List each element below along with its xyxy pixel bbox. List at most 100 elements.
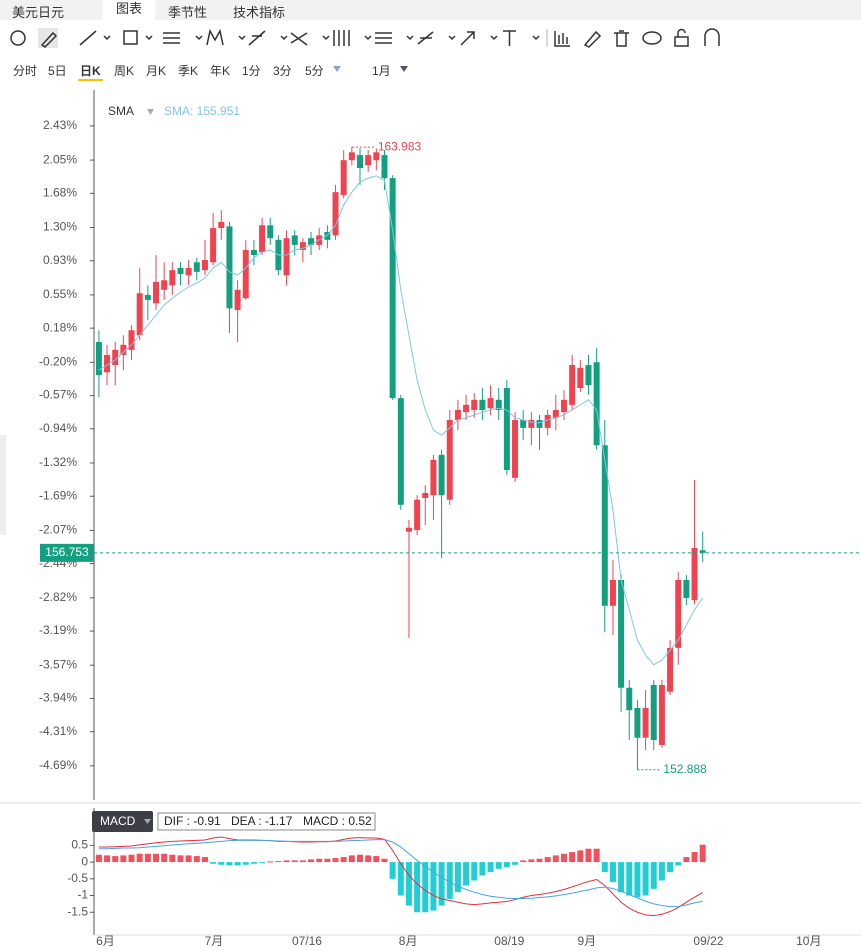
period[interactable]: 月K: [146, 64, 167, 78]
candle-body: [503, 388, 510, 470]
candle-body: [601, 445, 608, 606]
candle-body: [144, 294, 151, 300]
tab[interactable]: 图表: [103, 0, 156, 20]
macd-line: [98, 839, 703, 908]
candle-body: [471, 399, 478, 410]
tool-icon[interactable]: [614, 30, 629, 47]
period[interactable]: 周K: [114, 64, 135, 78]
tool-dropdowns[interactable]: [103, 35, 540, 41]
tool-icon[interactable]: [163, 32, 180, 44]
period[interactable]: 分时: [13, 64, 38, 78]
macd-title[interactable]: MACD: [100, 814, 136, 828]
candle-body: [438, 454, 445, 496]
y-tick-label: 2.43%: [43, 118, 77, 132]
y-tick-label: -2.07%: [39, 523, 77, 537]
tool-icon[interactable]: [123, 30, 138, 45]
dropdown-icon[interactable]: [147, 109, 154, 115]
tool-icon[interactable]: [40, 31, 58, 48]
candle-body: [95, 342, 102, 376]
candle-body: [667, 647, 674, 692]
tool-icon[interactable]: [642, 31, 662, 45]
tool-icon[interactable]: [704, 28, 720, 46]
macd-bar: [438, 862, 445, 906]
macd-bar: [544, 857, 551, 863]
symbol-name: 美元日元: [12, 5, 65, 20]
macd-bar: [365, 855, 372, 863]
macd-bar: [601, 862, 608, 873]
macd-bar: [487, 862, 494, 873]
candle-body: [381, 155, 388, 179]
y-tick-label: 0.55%: [43, 287, 77, 301]
dropdown-icon[interactable]: [144, 819, 151, 824]
period[interactable]: 5分: [305, 64, 324, 78]
tool-icon[interactable]: [79, 30, 97, 46]
tool-icon[interactable]: [554, 31, 570, 47]
macd-bar: [609, 862, 616, 883]
dropdown-icon[interactable]: [399, 64, 409, 74]
macd-bar: [658, 862, 665, 881]
tool-icon[interactable]: [290, 32, 308, 46]
tool-icon[interactable]: [375, 32, 392, 44]
period[interactable]: 5日: [48, 64, 67, 78]
macd-bar: [153, 853, 160, 863]
y-tick-label: 1.68%: [43, 186, 77, 200]
x-tick-label: 09/22: [693, 934, 723, 948]
macd-bar: [569, 852, 576, 863]
dropdown-icon[interactable]: [332, 64, 342, 74]
macd-bar: [618, 862, 625, 893]
candle-body: [552, 409, 559, 418]
period[interactable]: 1分: [242, 64, 261, 78]
candle-body: [128, 330, 135, 350]
candle-body: [210, 228, 217, 263]
tool-icon[interactable]: [333, 30, 350, 46]
macd-bar: [471, 862, 478, 881]
macd-bar: [446, 862, 453, 899]
side-handle[interactable]: [0, 435, 6, 535]
candle-body: [234, 289, 241, 311]
indicator-name[interactable]: SMA: [108, 104, 134, 118]
tool-icon[interactable]: [674, 36, 689, 47]
tool-icon[interactable]: [460, 31, 475, 46]
macd-tick-label: 0.5: [71, 838, 88, 852]
period[interactable]: 季K: [178, 64, 199, 78]
macd-bar: [577, 850, 584, 863]
candle-body: [569, 365, 576, 405]
tool-icon[interactable]: [10, 30, 26, 46]
macd-bar: [357, 854, 364, 863]
tool-icon[interactable]: [503, 30, 516, 46]
macd-bar: [699, 844, 706, 863]
tool-icon[interactable]: [206, 28, 224, 46]
candle-body: [283, 238, 290, 276]
candle-body: [226, 226, 233, 309]
tool-icon[interactable]: [583, 30, 602, 48]
y-tick-label: 0.18%: [43, 320, 77, 334]
candle-body: [430, 459, 437, 496]
tool-icon[interactable]: [248, 30, 266, 46]
macd-bar: [267, 861, 274, 863]
y-tick-label: -1.32%: [39, 455, 77, 469]
macd-bar: [201, 857, 208, 863]
period[interactable]: 年K: [210, 64, 231, 78]
tool-icon[interactable]: [677, 28, 686, 38]
candle-body: [520, 420, 527, 428]
tab[interactable]: 技术指标: [233, 5, 286, 20]
range[interactable]: 1月: [372, 64, 391, 78]
candle-body: [153, 281, 160, 304]
tab[interactable]: 季节性: [168, 5, 208, 20]
price-tag: [40, 543, 94, 562]
macd-bar: [283, 860, 290, 863]
macd-bar: [177, 855, 184, 863]
macd-bar: [120, 855, 127, 863]
period[interactable]: 3分: [273, 64, 292, 78]
macd-bar: [650, 862, 657, 889]
macd-bar: [626, 862, 633, 896]
macd-button[interactable]: [92, 811, 153, 832]
sma-line: [98, 175, 704, 666]
macd-bar: [528, 859, 535, 863]
candle-body: [185, 267, 192, 276]
x-tick-label: 8月: [399, 934, 418, 948]
period[interactable]: 日K: [78, 62, 103, 81]
tool-icon[interactable]: [417, 31, 434, 45]
macd-bar: [552, 855, 559, 863]
macd-bar: [112, 856, 119, 863]
